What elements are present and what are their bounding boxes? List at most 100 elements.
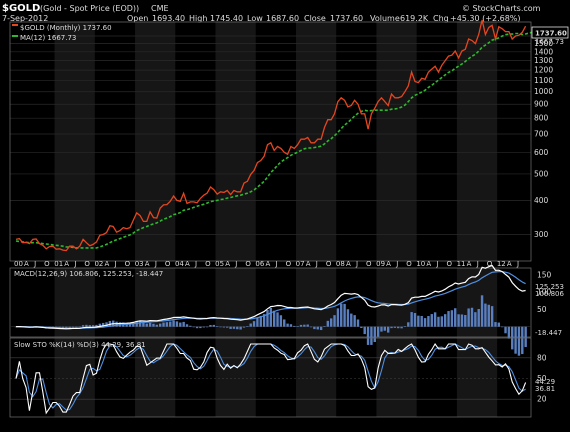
macd-hist-bar xyxy=(138,320,142,327)
macd-hist-bar xyxy=(266,310,269,327)
macd-hist-bar xyxy=(162,322,165,327)
macd-hist-bar xyxy=(450,310,454,327)
macd-hist-bar xyxy=(219,326,222,328)
macd-hist-bar xyxy=(209,325,212,327)
year-band xyxy=(376,268,417,337)
macd-hist-bar xyxy=(413,313,417,327)
macd-hist-bar xyxy=(212,324,216,327)
x-tick-label: A xyxy=(426,260,431,268)
macd-hist-bar xyxy=(447,311,450,327)
macd-hist-bar xyxy=(333,315,336,327)
macd-hist-bar xyxy=(470,307,474,327)
macd-hist-bar xyxy=(507,326,511,339)
year-band xyxy=(295,338,337,417)
macd-hist-bar xyxy=(202,326,205,328)
year-band xyxy=(376,22,417,261)
quote-date: 7-Sep-2012 xyxy=(2,14,48,23)
year-band xyxy=(215,22,256,261)
macd-hist-bar xyxy=(296,326,299,327)
x-tick-label: O xyxy=(366,260,372,268)
ma-value-label: 1667.73 xyxy=(535,38,564,46)
macd-hist-bar xyxy=(192,326,195,328)
macd-hist-bar xyxy=(490,306,494,327)
macd-hist-bar xyxy=(152,323,155,327)
macd-signal-line xyxy=(16,271,526,329)
price-ytick-label: 1300 xyxy=(534,56,553,65)
x-axis-labels: 00 A J O 01 A J O 02 A J O 03 A J O 04 A J O 05 A J O 06 A J O 07 A J O… xyxy=(14,260,519,268)
close-label: Close xyxy=(304,14,326,23)
macd-hist-bar xyxy=(440,316,444,327)
x-tick-label: 11 xyxy=(457,260,466,268)
low-label: Low xyxy=(247,14,263,23)
price-ytick-label: 400 xyxy=(534,196,549,205)
macd-hist-bar xyxy=(316,326,319,330)
macd-hist-bar xyxy=(370,326,373,345)
macd-hist-bar xyxy=(195,326,199,329)
x-tick-label: O xyxy=(44,260,50,268)
x-tick-label: O xyxy=(487,260,493,268)
macd-hist-bar xyxy=(494,322,497,327)
price-ytick-label: 700 xyxy=(534,130,549,139)
macd-hist-bar xyxy=(480,295,484,327)
price-ytick-label: 1200 xyxy=(534,66,553,75)
macd-hist-bar xyxy=(360,326,363,329)
macd-hist-bar xyxy=(155,324,159,327)
x-tick-label: J xyxy=(435,260,438,268)
macd-hist-bar xyxy=(205,326,209,328)
macd-hist-bar xyxy=(423,318,427,327)
price-ytick-label: 500 xyxy=(534,169,549,178)
macd-hist-bar xyxy=(172,320,175,327)
x-tick-label: A xyxy=(346,260,351,268)
macd-hist-bar xyxy=(246,326,249,327)
macd-hist-bar xyxy=(88,325,91,327)
macd-hist-bar xyxy=(101,322,105,327)
macd-hist-bar xyxy=(259,315,262,327)
macd-hist-bar xyxy=(215,326,219,327)
macd-hist-bar xyxy=(420,315,423,327)
price-ytick-label: 1100 xyxy=(534,76,553,85)
macd-hist-bar xyxy=(256,317,259,327)
price-ytick-label: 900 xyxy=(534,100,549,109)
sto-k-value-label: 44.29 xyxy=(535,378,555,386)
macd-hist-bar xyxy=(252,321,256,327)
price-ytick-label: 300 xyxy=(534,230,549,239)
macd-hist-bar xyxy=(95,324,98,327)
x-tick-label: J xyxy=(234,260,237,268)
macd-hist-bar xyxy=(353,315,356,327)
macd-ytick-label: 100 xyxy=(537,288,552,297)
macd-hist-bar xyxy=(500,326,504,328)
macd-hist-bar xyxy=(373,326,376,343)
sto-k-line xyxy=(15,342,527,415)
low-value: 1687.60 xyxy=(266,14,299,23)
macd-hist-bar xyxy=(105,322,108,327)
x-tick-label: O xyxy=(84,260,90,268)
macd-hist-bar xyxy=(279,315,283,327)
price-panel: 300 400 500 600 700 800 900 1000 110012001300140… xyxy=(9,19,569,262)
year-band xyxy=(215,268,256,337)
x-tick-label: O xyxy=(286,260,292,268)
sto-panel: 20 50 80 Slow STO %K(14) %D(3) 44.29, 36.8… xyxy=(9,337,555,418)
macd-hist-bar xyxy=(283,319,286,327)
x-tick-label: J xyxy=(114,260,117,268)
year-band xyxy=(54,22,95,261)
macd-value-label: 125.253 xyxy=(535,283,564,291)
macd-panel: 50 100 150 MACD(12,26,9) 106.806, 125.253,… xyxy=(9,264,564,356)
year-band xyxy=(456,338,498,417)
macd-hist-bar xyxy=(356,319,360,327)
x-tick-label: A xyxy=(507,260,512,268)
macd-hist-bar xyxy=(390,326,393,329)
price-ytick-label: 600 xyxy=(534,148,549,157)
macd-hist-bar xyxy=(477,308,480,327)
macd-hist-bar xyxy=(276,312,279,327)
macd-hist-bar xyxy=(514,326,517,354)
macd-hist-bar xyxy=(309,326,313,328)
macd-hist-bar xyxy=(336,308,340,327)
legend-ma-swatch xyxy=(12,35,18,37)
macd-hist-bar xyxy=(464,314,467,327)
macd-hist-bar xyxy=(222,326,226,328)
macd-hist-bar xyxy=(487,304,490,327)
macd-hist-bar xyxy=(343,303,346,327)
legend-price-swatch xyxy=(12,24,18,26)
macd-hist-bar xyxy=(410,312,413,327)
